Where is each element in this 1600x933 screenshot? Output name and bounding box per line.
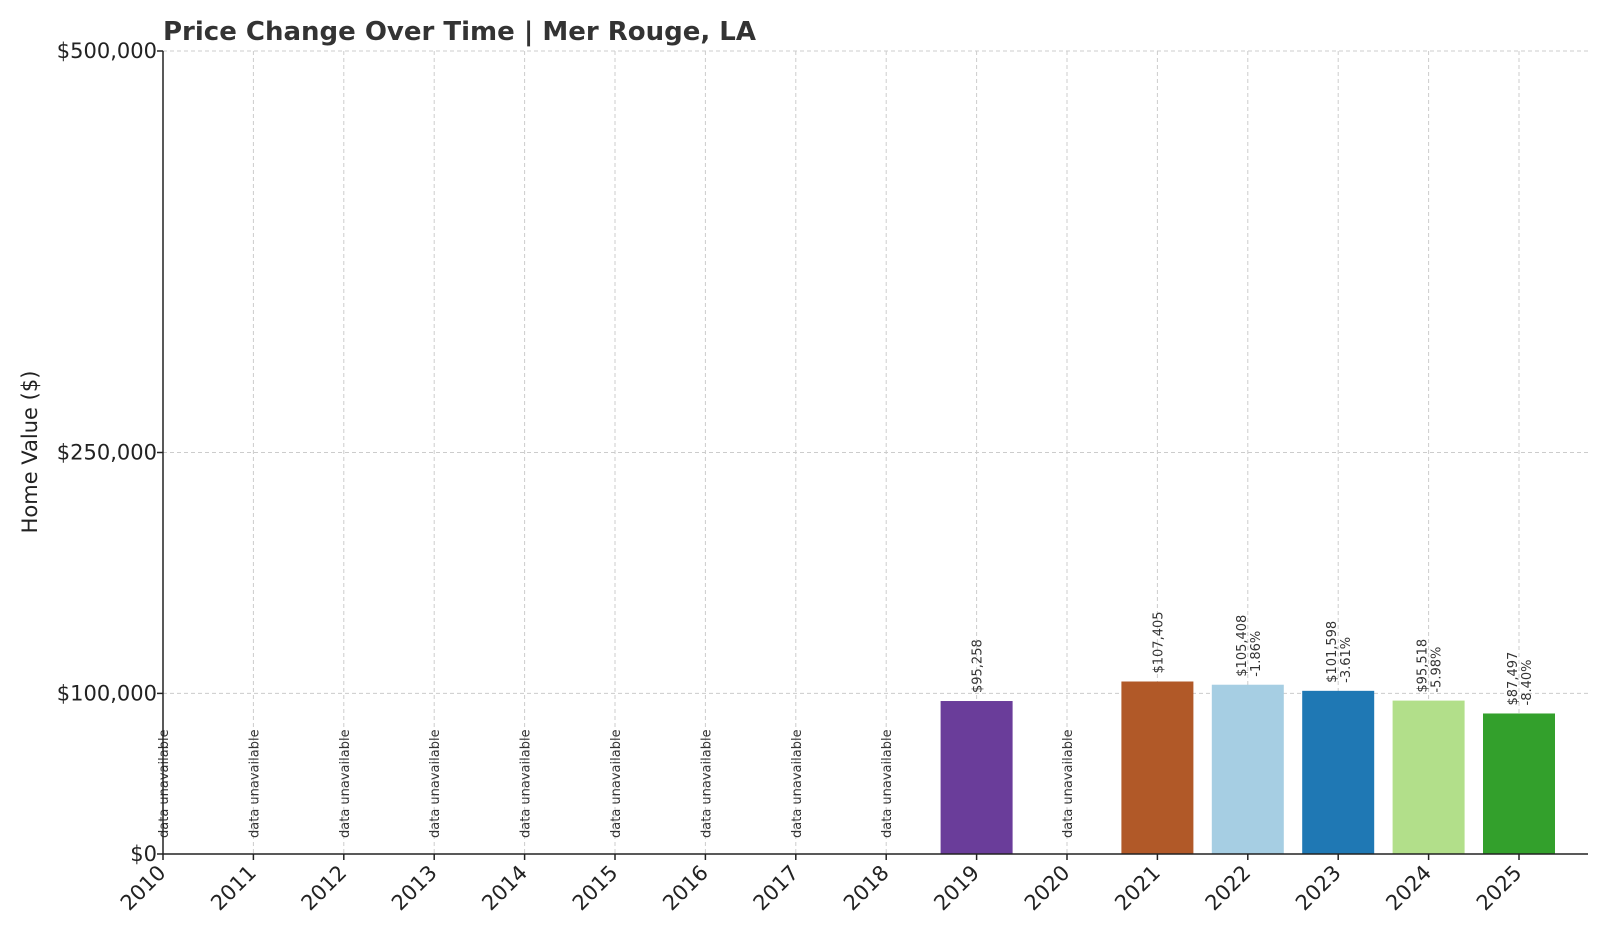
bar-value-label: $101,598: [1325, 621, 1340, 683]
x-tick-label: 2014: [477, 861, 532, 916]
bar-value-label: $107,405: [1151, 611, 1166, 673]
y-tick-label: $0: [130, 842, 157, 866]
x-tick-labels: 2010 2011 2012 2013 2014 2015 2016 2017 2018 2019…: [116, 854, 1527, 915]
chart-title: Price Change Over Time | Mer Rouge, LA: [163, 17, 756, 47]
data-labels: data unavailable data unavailable data una…: [157, 611, 1535, 838]
x-tick-label: 2011: [206, 861, 261, 916]
bar-change-label: -3.61%: [1339, 637, 1354, 683]
x-tick-label: 2013: [387, 861, 442, 916]
y-tick-labels: $0 $100,000 $250,000 $500,000: [57, 39, 163, 866]
x-tick-label: 2012: [297, 861, 352, 916]
x-tick-label: 2010: [116, 861, 171, 916]
data-unavailable-label: data unavailable: [428, 729, 443, 838]
bar: [1302, 690, 1375, 854]
bar: [940, 701, 1013, 854]
data-unavailable-label: data unavailable: [790, 729, 805, 838]
bar: [1121, 681, 1194, 854]
y-tick-label: $100,000: [57, 681, 157, 705]
bar: [1211, 684, 1284, 854]
x-tick-label: 2020: [1020, 861, 1075, 916]
x-tick-label: 2024: [1381, 861, 1436, 916]
bar-change-label: -5.98%: [1430, 647, 1445, 693]
bar-value-label: $105,408: [1235, 615, 1250, 677]
data-unavailable-label: data unavailable: [1061, 729, 1076, 838]
x-tick-label: 2019: [929, 861, 984, 916]
bar: [1392, 700, 1465, 854]
x-tick-label: 2021: [1110, 861, 1165, 916]
bar: [1483, 713, 1555, 854]
y-axis-label: Home Value ($): [18, 371, 42, 534]
data-unavailable-label: data unavailable: [699, 729, 714, 838]
bar-value-label: $95,518: [1416, 639, 1431, 693]
bar-change-label: -1.86%: [1249, 631, 1264, 677]
y-tick-label: $500,000: [57, 39, 157, 63]
x-tick-label: 2023: [1291, 861, 1346, 916]
bar-change-label: -8.40%: [1520, 659, 1535, 705]
data-unavailable-label: data unavailable: [609, 729, 624, 838]
data-unavailable-label: data unavailable: [880, 729, 895, 838]
data-unavailable-label: data unavailable: [338, 729, 353, 838]
data-unavailable-label: data unavailable: [157, 729, 172, 838]
x-tick-label: 2015: [568, 861, 623, 916]
x-tick-label: 2022: [1201, 861, 1256, 916]
bars: [940, 681, 1555, 854]
gridlines: [162, 50, 1588, 854]
x-tick-label: 2016: [658, 861, 713, 916]
x-tick-label: 2025: [1472, 861, 1527, 916]
data-unavailable-label: data unavailable: [519, 729, 534, 838]
bar-value-label: $95,258: [971, 639, 986, 693]
x-tick-label: 2018: [839, 861, 894, 916]
y-tick-label: $250,000: [57, 441, 157, 465]
data-unavailable-label: data unavailable: [247, 729, 262, 838]
x-tick-label: 2017: [749, 861, 804, 916]
bar-value-label: $87,497: [1506, 652, 1521, 706]
